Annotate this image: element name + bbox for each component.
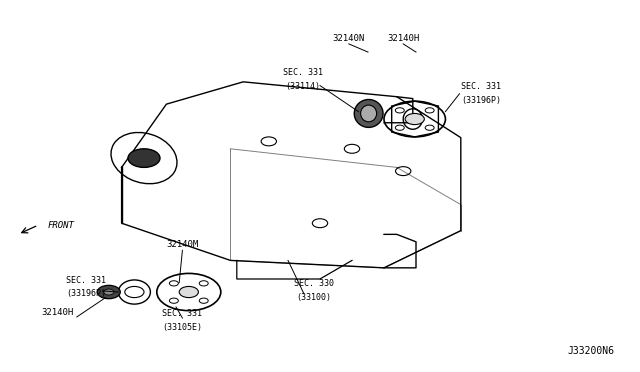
Text: SEC. 330: SEC. 330 <box>294 279 333 288</box>
Text: (33100): (33100) <box>296 293 331 302</box>
Text: SEC. 331: SEC. 331 <box>461 82 500 91</box>
Text: (33196P): (33196P) <box>67 289 106 298</box>
Ellipse shape <box>355 100 383 127</box>
Text: SEC. 331: SEC. 331 <box>67 276 106 285</box>
Text: SEC. 331: SEC. 331 <box>283 68 323 77</box>
Text: 32140M: 32140M <box>166 240 198 249</box>
Circle shape <box>128 149 160 167</box>
Text: (33105E): (33105E) <box>163 323 202 332</box>
Circle shape <box>179 286 198 298</box>
Text: (33196P): (33196P) <box>461 96 500 105</box>
Circle shape <box>104 289 114 295</box>
Text: 32140N: 32140N <box>333 34 365 43</box>
Circle shape <box>405 113 424 125</box>
Ellipse shape <box>361 105 376 122</box>
Text: 32140H: 32140H <box>42 308 74 317</box>
Circle shape <box>97 285 120 299</box>
Text: 32140H: 32140H <box>387 34 419 43</box>
Text: FRONT: FRONT <box>48 221 75 230</box>
Text: J33200N6: J33200N6 <box>568 346 614 356</box>
Text: SEC. 331: SEC. 331 <box>163 309 202 318</box>
Text: (33114): (33114) <box>285 82 320 91</box>
